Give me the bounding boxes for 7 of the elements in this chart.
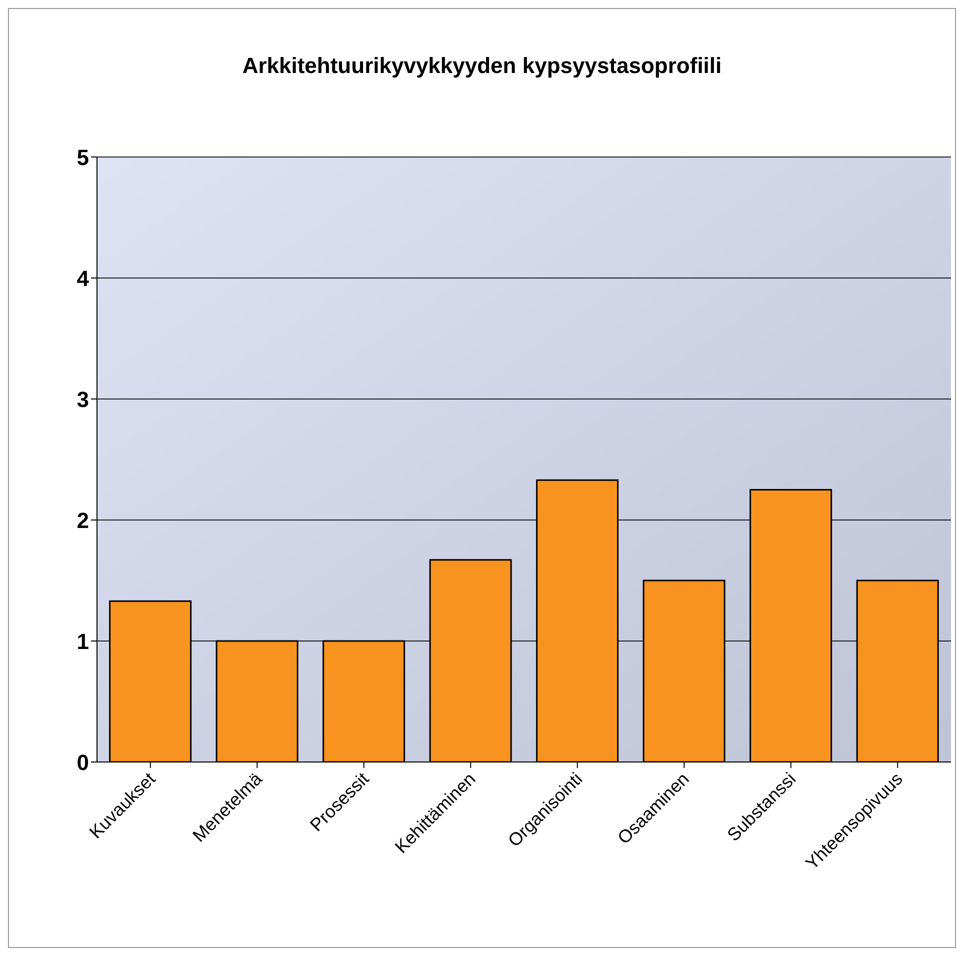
y-tick-label: 4 xyxy=(76,266,90,291)
y-tick-label: 5 xyxy=(76,144,89,170)
chart-title: Arkkitehtuurikyvykkyyden kypsyystasoprofiili xyxy=(241,53,723,79)
y-tick-label: 0 xyxy=(76,750,89,775)
y-tick-label: 1 xyxy=(76,628,89,654)
y-tick-label: 3 xyxy=(76,386,89,412)
y-tick-label: 2 xyxy=(76,508,89,533)
